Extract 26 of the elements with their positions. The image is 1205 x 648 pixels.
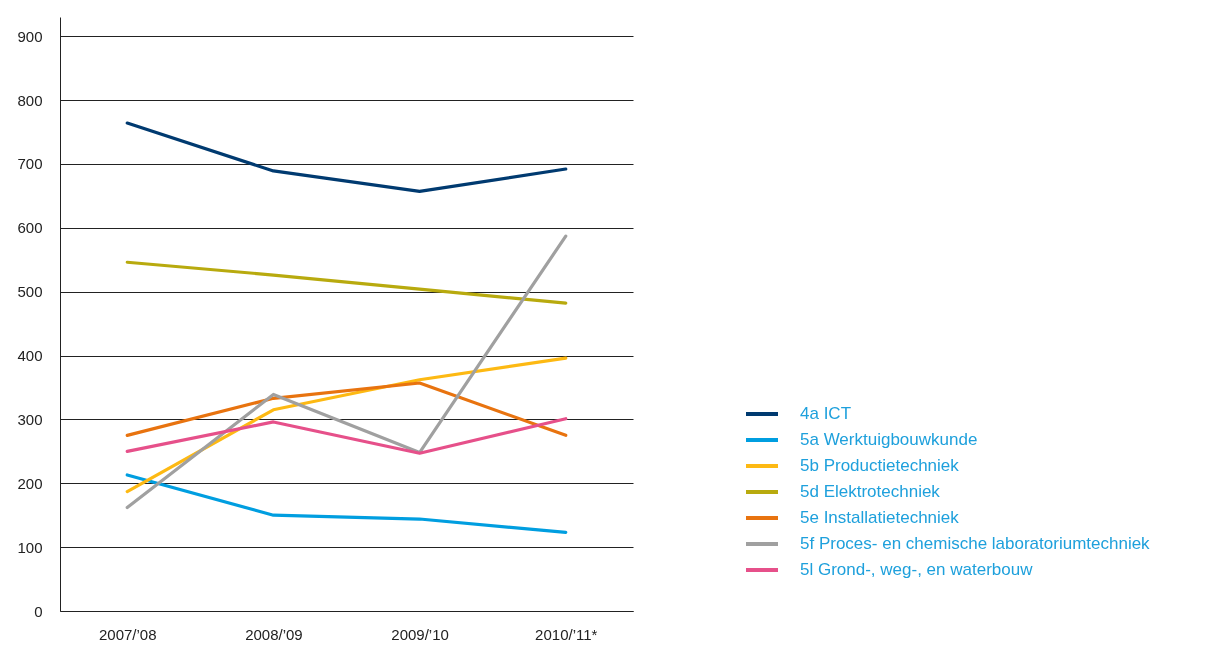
y-tick-label: 200 xyxy=(17,474,43,492)
legend-label: 5d Elektrotechniek xyxy=(800,482,941,501)
legend-label: 5l Grond-, weg-, en waterbouw xyxy=(800,560,1034,579)
line-series xyxy=(125,121,568,193)
x-tick-label: 2008/’09 xyxy=(245,625,303,643)
x-tick-label: 2007/’08 xyxy=(98,625,157,643)
legend-label: 5a Werktuigbouwkunde xyxy=(800,430,978,449)
line-series xyxy=(125,234,568,510)
legend-label: 4a ICT xyxy=(800,404,852,423)
y-tick-label: 900 xyxy=(17,27,43,45)
x-tick-label: 2010/’11* xyxy=(535,625,598,643)
y-tick-label: 0 xyxy=(34,602,43,620)
y-tick-label: 700 xyxy=(17,155,43,173)
y-tick-label: 800 xyxy=(17,91,43,109)
x-tick-label: 2009/’10 xyxy=(391,625,449,643)
y-tick-label: 500 xyxy=(17,283,43,301)
y-tick-label: 600 xyxy=(17,219,43,237)
y-tick-label: 400 xyxy=(17,347,43,365)
legend-label: 5f Proces- en chemische laboratoriumtechniek xyxy=(800,534,1151,553)
y-tick-label: 300 xyxy=(17,410,43,428)
line-series xyxy=(125,473,568,535)
y-tick-label: 100 xyxy=(17,538,43,556)
line-series xyxy=(125,417,568,455)
legend-label: 5b Productietechniek xyxy=(800,456,960,475)
legend-label: 5e Installatietechniek xyxy=(800,508,960,527)
line-series xyxy=(125,260,568,305)
